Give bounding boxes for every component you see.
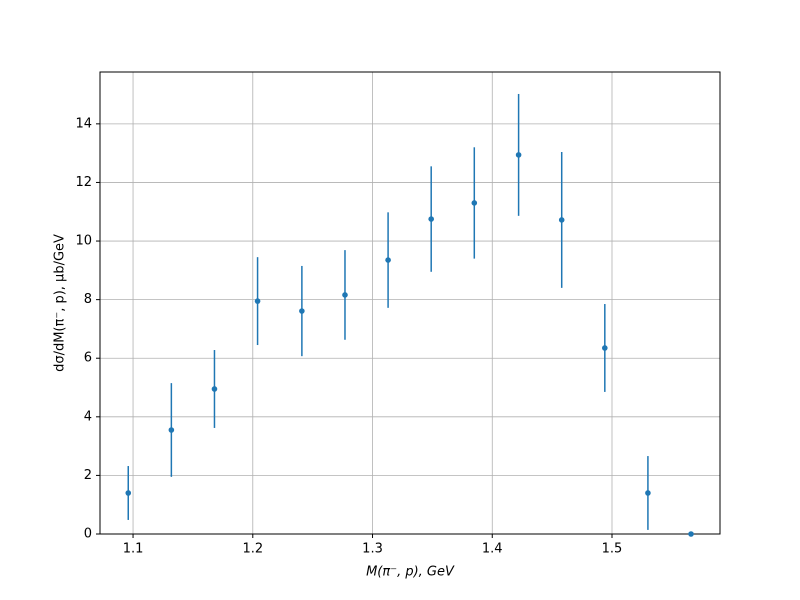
y-tick-label: 14	[75, 116, 92, 131]
data-point	[299, 308, 305, 314]
data-point	[515, 152, 522, 158]
data-point	[558, 217, 565, 223]
data-point	[645, 490, 651, 496]
x-tick-label: 1.2	[242, 542, 263, 557]
data-point	[211, 386, 218, 392]
data-point	[688, 531, 694, 537]
data-point	[428, 216, 434, 222]
y-tick-label: 4	[84, 409, 92, 424]
data-point	[385, 257, 391, 263]
y-tick-label: 2	[84, 468, 92, 483]
y-axis-label: dσ/dM(π⁻, p), µb/GeV	[53, 234, 68, 372]
x-tick-label: 1.4	[482, 542, 503, 557]
data-point	[342, 292, 348, 298]
plot-frame	[99, 71, 721, 535]
y-tick-label: 8	[84, 292, 92, 307]
data-point	[471, 200, 478, 206]
data-point	[602, 345, 608, 351]
data-point	[168, 427, 175, 433]
y-tick-label: 0	[84, 527, 92, 542]
data-point	[254, 298, 261, 304]
y-tick-label: 6	[84, 351, 92, 366]
x-axis-label: M(π⁻, p), GeV	[366, 565, 455, 580]
x-tick-label: 1.5	[602, 542, 623, 557]
x-tick-label: 1.3	[362, 542, 383, 557]
data-point	[125, 490, 132, 496]
x-tick-label: 1.1	[123, 542, 144, 557]
y-tick-label: 10	[75, 234, 92, 249]
y-tick-label: 12	[75, 175, 92, 190]
